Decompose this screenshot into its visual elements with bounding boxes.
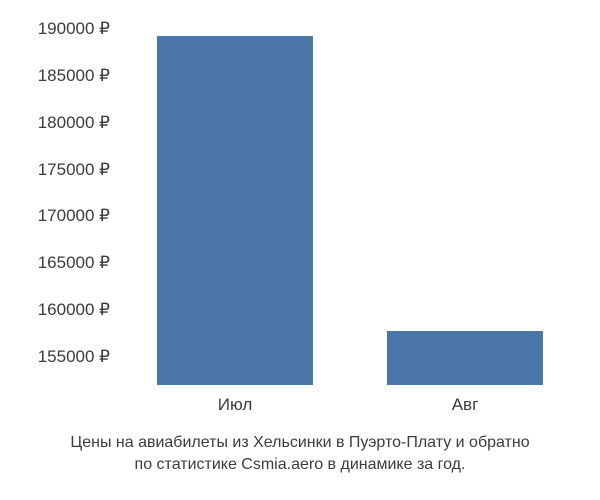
y-tick-label: 165000 ₽ <box>38 253 110 273</box>
x-tick-label: Июл <box>218 395 253 415</box>
y-tick-label: 160000 ₽ <box>38 300 110 320</box>
plot-area <box>120 15 580 385</box>
y-tick-label: 175000 ₽ <box>38 160 110 180</box>
chart-caption: Цены на авиабилеты из Хельсинки в Пуэрто… <box>0 432 600 475</box>
bar <box>157 36 313 385</box>
y-tick-label: 185000 ₽ <box>38 66 110 86</box>
y-tick-label: 155000 ₽ <box>38 347 110 367</box>
bar <box>387 331 543 385</box>
price-chart: 155000 ₽ 160000 ₽ 165000 ₽ 170000 ₽ 175000 ₽… <box>0 0 600 500</box>
y-tick-label: 170000 ₽ <box>38 206 110 226</box>
x-tick-label: Авг <box>452 395 479 415</box>
y-tick-label: 190000 ₽ <box>38 19 110 39</box>
x-axis: Июл Авг <box>120 395 580 425</box>
y-tick-label: 180000 ₽ <box>38 113 110 133</box>
caption-line-2: по статистике Csmia.aero в динамике за г… <box>135 456 466 473</box>
caption-line-1: Цены на авиабилеты из Хельсинки в Пуэрто… <box>70 434 529 451</box>
